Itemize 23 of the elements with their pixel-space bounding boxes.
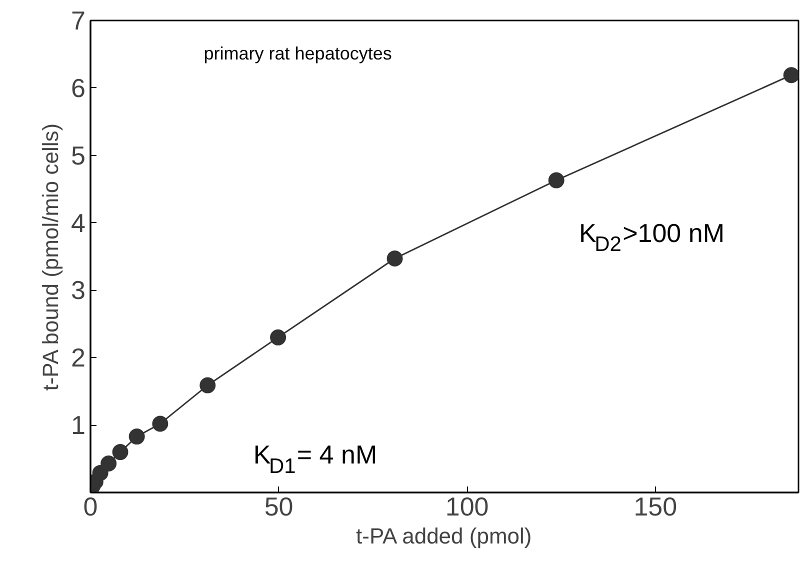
y-tick-label: 1: [71, 410, 86, 440]
y-axis-title: t-PA bound (pmol/mio cells): [38, 123, 64, 391]
point: [270, 329, 286, 346]
point: [152, 416, 168, 432]
point: [200, 377, 216, 394]
y-tick-label: 3: [71, 275, 86, 306]
x-tick-label: 100: [445, 492, 489, 522]
point: [112, 444, 128, 460]
x-axis-title: t-PA added (pmol): [356, 524, 532, 548]
x-tick-label: 0: [83, 492, 98, 522]
x-tick-label: 50: [264, 492, 294, 522]
y-tick-label: 2: [71, 342, 86, 373]
y-tick-label: 5: [71, 140, 86, 170]
annotation: primary rat hepatocytes: [204, 44, 392, 64]
point: [783, 67, 798, 84]
y-tick-label: 7: [71, 6, 86, 36]
x-tick-label: 150: [634, 492, 678, 522]
y-tick-label: 6: [71, 72, 86, 103]
point: [386, 250, 403, 267]
point: [548, 172, 564, 188]
point: [100, 456, 117, 472]
y-tick-label: 4: [71, 208, 86, 238]
point: [128, 428, 145, 445]
